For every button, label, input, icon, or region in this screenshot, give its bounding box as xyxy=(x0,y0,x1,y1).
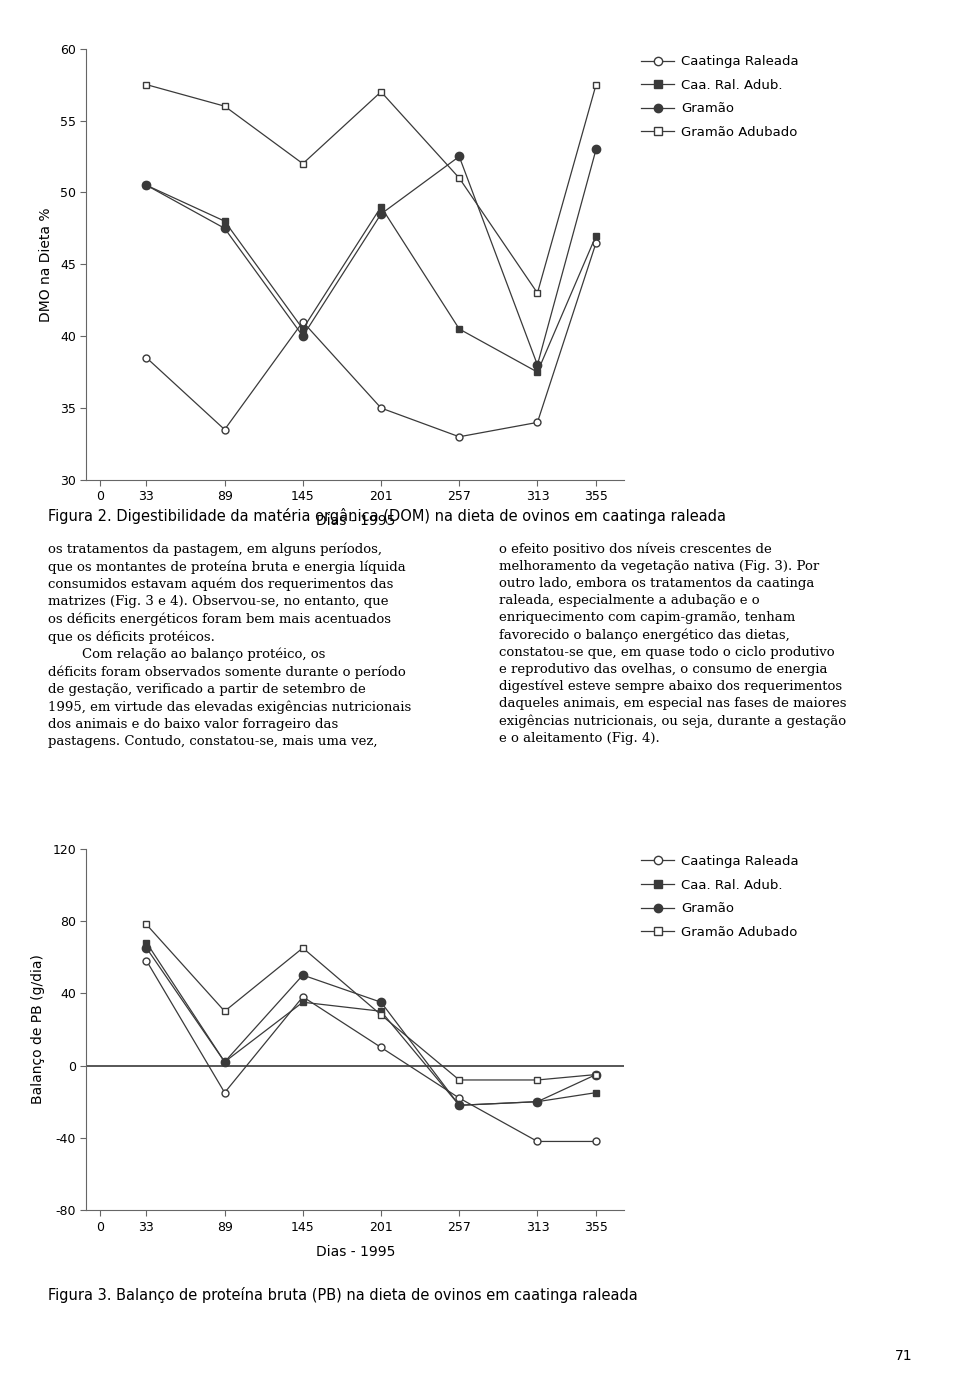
Legend: Caatinga Raleada, Caa. Ral. Adub., Gramão, Gramão Adubado: Caatinga Raleada, Caa. Ral. Adub., Gramã… xyxy=(641,855,799,939)
Text: o efeito positivo dos níveis crescentes de
melhoramento da vegetação nativa (Fig: o efeito positivo dos níveis crescentes … xyxy=(499,542,847,746)
X-axis label: Dias - 1995: Dias - 1995 xyxy=(316,1245,395,1259)
Text: 71: 71 xyxy=(895,1349,912,1363)
X-axis label: Dias - 1995: Dias - 1995 xyxy=(316,515,395,529)
Legend: Caatinga Raleada, Caa. Ral. Adub., Gramão, Gramão Adubado: Caatinga Raleada, Caa. Ral. Adub., Gramã… xyxy=(641,56,799,139)
Y-axis label: Balanço de PB (g/dia): Balanço de PB (g/dia) xyxy=(32,954,45,1104)
Text: os tratamentos da pastagem, em alguns períodos,
que os montantes de proteína bru: os tratamentos da pastagem, em alguns pe… xyxy=(48,542,411,748)
Text: Figura 3. Balanço de proteína bruta (PB) na dieta de ovinos em caatinga raleada: Figura 3. Balanço de proteína bruta (PB)… xyxy=(48,1287,637,1303)
Text: Figura 2. Digestibilidade da matéria orgânica (DOM) na dieta de ovinos em caatin: Figura 2. Digestibilidade da matéria org… xyxy=(48,508,726,524)
Y-axis label: DMO na Dieta %: DMO na Dieta % xyxy=(39,207,53,321)
